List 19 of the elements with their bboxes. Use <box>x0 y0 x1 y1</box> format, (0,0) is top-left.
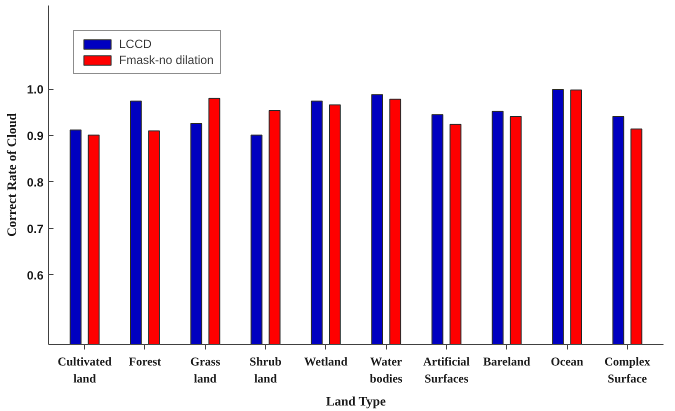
y-tick-label: 0.8 <box>26 175 44 190</box>
x-tick-label: Water bodies <box>370 354 403 386</box>
y-axis-title: Correct Rate of Cloud <box>4 112 19 237</box>
x-tick-label: Artificial Surfaces <box>423 354 470 386</box>
x-tick-label: Cultivated land <box>58 354 112 386</box>
x-tick-label: Wetland <box>304 354 348 368</box>
x-tick-label: Forest <box>128 354 162 368</box>
y-tick-label: 0.6 <box>26 268 44 282</box>
legend-label: Fmask-no dilation <box>119 53 214 67</box>
y-tick-label: 0.7 <box>26 222 44 236</box>
x-tick-label: Grass land <box>190 354 221 386</box>
x-tick-label: Shrub land <box>250 354 282 386</box>
x-axis-title: Land Type <box>326 393 386 408</box>
y-tick-label: 1.0 <box>26 82 44 97</box>
x-tick-label: Bareland <box>483 354 531 368</box>
legend-label: LCCD <box>119 37 152 51</box>
x-tick-label: Ocean <box>550 354 584 368</box>
x-tick-label: Complex Surface <box>604 354 650 386</box>
y-tick-label: 0.9 <box>26 129 44 144</box>
